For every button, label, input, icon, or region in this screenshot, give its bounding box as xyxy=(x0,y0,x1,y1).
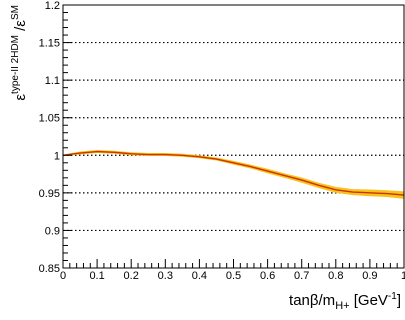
tick-labels: 0.85 0.9 0.95 1 1.05 1.1 1.15 1.2 0 0.1 0.2 0.3 0.4 0… xyxy=(39,0,405,282)
x-axis-title: tanβ/mH+ [GeV-1] xyxy=(289,291,401,312)
x-tick-label: 0.3 xyxy=(158,270,173,282)
x-tick-label: 1 xyxy=(401,270,405,282)
uncertainty-band xyxy=(63,150,404,199)
x-tick-label: 0.1 xyxy=(89,270,104,282)
gridlines xyxy=(63,41,404,232)
x-tick-label: 0 xyxy=(60,270,66,282)
x-tick-label: 0.4 xyxy=(192,270,207,282)
x-tick-label: 0.2 xyxy=(124,270,139,282)
y-tick-label: 0.85 xyxy=(39,263,60,275)
x-tick-label: 0.9 xyxy=(362,270,377,282)
y-tick-label: 1 xyxy=(54,150,60,162)
y-tick-label: 0.95 xyxy=(39,188,60,200)
x-tick-label: 0.8 xyxy=(328,270,343,282)
ratio-curve xyxy=(62,150,405,196)
y-tick-label: 0.9 xyxy=(45,225,60,237)
axis-ticks xyxy=(62,4,405,269)
y-axis-title: εtype-II 2HDM /εSM xyxy=(10,5,29,101)
x-tick-label: 0.5 xyxy=(226,270,241,282)
y-tick-label: 1.1 xyxy=(45,75,60,87)
y-tick-label: 1.2 xyxy=(45,0,60,12)
y-tick-label: 1.15 xyxy=(39,38,60,50)
plot-frame xyxy=(62,4,405,269)
x-tick-label: 0.6 xyxy=(260,270,275,282)
y-tick-label: 1.05 xyxy=(39,113,60,125)
x-tick-label: 0.7 xyxy=(294,270,309,282)
